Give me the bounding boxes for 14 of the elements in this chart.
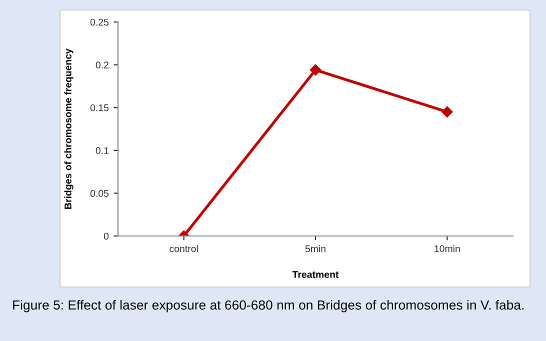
x-tick-label: 10min	[434, 245, 460, 252]
x-axis-title: Treatment	[292, 271, 339, 278]
y-tick-label: 0.15	[90, 104, 109, 112]
y-tick-label: 0.25	[90, 18, 109, 26]
point	[442, 106, 453, 118]
point	[310, 64, 322, 76]
y-tick-label: 0.1	[96, 147, 108, 154]
x-tick-label: control	[170, 245, 198, 252]
y-tick-label: 0.05	[90, 190, 109, 197]
y-axis-title: Bridges of chromosome frequency	[64, 48, 74, 209]
y-tick-label: 0	[104, 232, 109, 240]
y-tick-label: 0.2	[96, 62, 108, 68]
x-tick-label: 5min	[305, 245, 326, 252]
caption: Figure 5: Effect of laser exposure at 660-680 nm on Bridges of chromosomes in V. faba.	[13, 300, 524, 312]
